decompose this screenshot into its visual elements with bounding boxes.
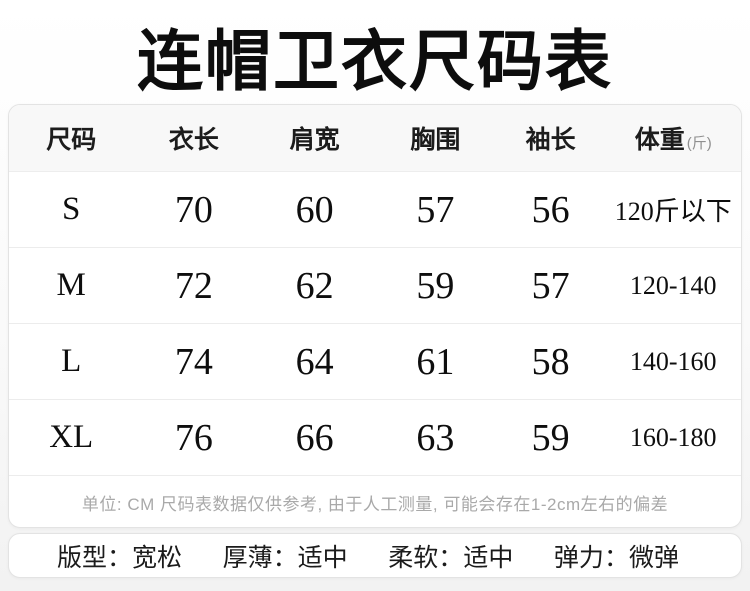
header-shoulder: 肩宽 — [289, 126, 340, 154]
header-chest: 胸围 — [410, 126, 461, 154]
cell-sleeve: 59 — [531, 416, 570, 459]
attribute-value: 适中 — [297, 543, 348, 572]
cell-weight: 160-180 — [629, 422, 717, 452]
header-size: 尺码 — [46, 126, 97, 154]
cell-chest: 57 — [416, 188, 455, 231]
attribute-separator: ： — [107, 543, 133, 572]
cell-length: 70 — [174, 188, 213, 231]
attribute-item-fit: 版型：宽松 — [57, 538, 182, 574]
table-row-l: L 74 64 61 58 140-160 — [9, 324, 741, 400]
cell-weight: 120-140 — [629, 270, 717, 300]
cell-chest: 59 — [416, 264, 455, 307]
cell-size: S — [62, 191, 81, 227]
header-length: 衣长 — [168, 126, 219, 154]
cell-chest: 63 — [416, 416, 455, 459]
attribute-label: 厚薄 — [222, 543, 273, 572]
cell-sleeve: 56 — [531, 188, 570, 231]
attribute-value: 宽松 — [132, 543, 183, 572]
header-weight-label: 体重 — [634, 126, 685, 154]
cell-shoulder: 66 — [295, 416, 334, 459]
attribute-item-thickness: 厚薄：适中 — [223, 538, 348, 574]
header-weight-unit: (斤) — [686, 135, 712, 152]
cell-weight: 140-160 — [629, 346, 717, 376]
cell-size: L — [61, 343, 82, 379]
attribute-value: 适中 — [463, 543, 514, 572]
attribute-label: 版型 — [57, 543, 108, 572]
attribute-separator: ： — [603, 543, 629, 572]
measurement-note: 单位: CM 尺码表数据仅供参考, 由于人工测量, 可能会存在1-2cm左右的偏… — [81, 494, 669, 514]
cell-size: XL — [49, 419, 94, 455]
cell-weight: 120斤以下 — [614, 197, 732, 226]
cell-length: 74 — [174, 340, 213, 383]
attribute-separator: ： — [272, 543, 298, 572]
attributes-bar: 版型：宽松 厚薄：适中 柔软：适中 弹力：微弹 — [8, 533, 742, 578]
attribute-item-stretch: 弹力：微弹 — [554, 538, 679, 574]
cell-shoulder: 60 — [295, 188, 334, 231]
cell-size: M — [56, 267, 86, 303]
attribute-label: 弹力 — [553, 543, 604, 572]
cell-length: 76 — [174, 416, 213, 459]
table-row-s: S 70 60 57 56 120斤以下 — [9, 172, 741, 248]
attribute-separator: ： — [438, 543, 464, 572]
attribute-value: 微弹 — [628, 543, 679, 572]
header-sleeve: 袖长 — [525, 126, 576, 154]
page-title: 连帽卫衣尺码表 — [137, 26, 613, 99]
table-row-xl: XL 76 66 63 59 160-180 — [9, 400, 741, 476]
table-row-m: M 72 62 59 57 120-140 — [9, 248, 741, 324]
cell-sleeve: 57 — [531, 264, 570, 307]
cell-length: 72 — [174, 264, 213, 307]
cell-chest: 61 — [416, 340, 455, 383]
attribute-item-softness: 柔软：适中 — [388, 538, 513, 574]
cell-shoulder: 62 — [295, 264, 334, 307]
cell-shoulder: 64 — [295, 340, 334, 383]
header-weight: 体重 (斤) — [606, 120, 741, 156]
cell-sleeve: 58 — [531, 340, 570, 383]
attribute-label: 柔软 — [388, 543, 439, 572]
size-table-header-row: 尺码 衣长 肩宽 胸围 袖长 体重 (斤) — [9, 105, 741, 172]
size-table-card: 尺码 衣长 肩宽 胸围 袖长 体重 (斤) S 70 60 57 56 120斤以… — [8, 104, 742, 528]
